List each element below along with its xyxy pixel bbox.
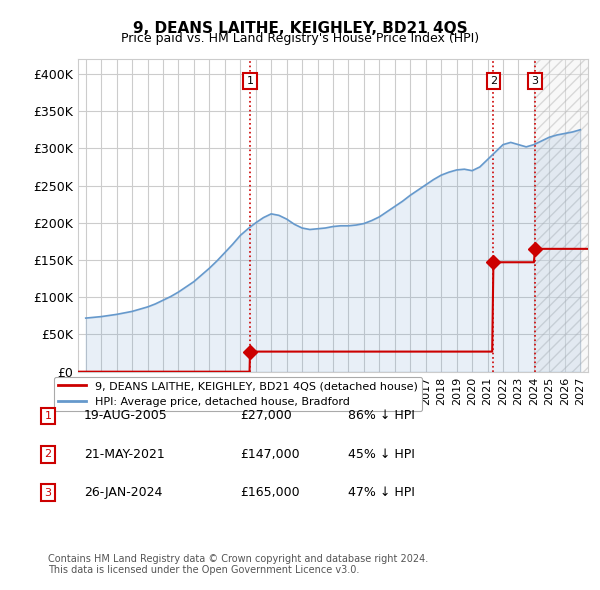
Text: 1: 1: [247, 76, 254, 86]
Bar: [534, 59, 588, 372]
Text: 3: 3: [532, 76, 538, 86]
Text: 47% ↓ HPI: 47% ↓ HPI: [348, 486, 415, 499]
Legend: 9, DEANS LAITHE, KEIGHLEY, BD21 4QS (detached house), HPI: Average price, detach: 9, DEANS LAITHE, KEIGHLEY, BD21 4QS (det…: [53, 376, 422, 411]
Text: 2: 2: [44, 450, 52, 459]
Text: 9, DEANS LAITHE, KEIGHLEY, BD21 4QS: 9, DEANS LAITHE, KEIGHLEY, BD21 4QS: [133, 21, 467, 35]
Text: 1: 1: [44, 411, 52, 421]
Text: £147,000: £147,000: [240, 448, 299, 461]
Text: 21-MAY-2021: 21-MAY-2021: [84, 448, 165, 461]
Text: 3: 3: [44, 488, 52, 497]
Text: 2: 2: [490, 76, 497, 86]
Text: £27,000: £27,000: [240, 409, 292, 422]
Text: £165,000: £165,000: [240, 486, 299, 499]
Text: Contains HM Land Registry data © Crown copyright and database right 2024.
This d: Contains HM Land Registry data © Crown c…: [48, 553, 428, 575]
Text: 26-JAN-2024: 26-JAN-2024: [84, 486, 163, 499]
Text: 45% ↓ HPI: 45% ↓ HPI: [348, 448, 415, 461]
Text: 86% ↓ HPI: 86% ↓ HPI: [348, 409, 415, 422]
Bar: [534, 59, 588, 372]
Text: Price paid vs. HM Land Registry's House Price Index (HPI): Price paid vs. HM Land Registry's House …: [121, 32, 479, 45]
Text: 19-AUG-2005: 19-AUG-2005: [84, 409, 168, 422]
